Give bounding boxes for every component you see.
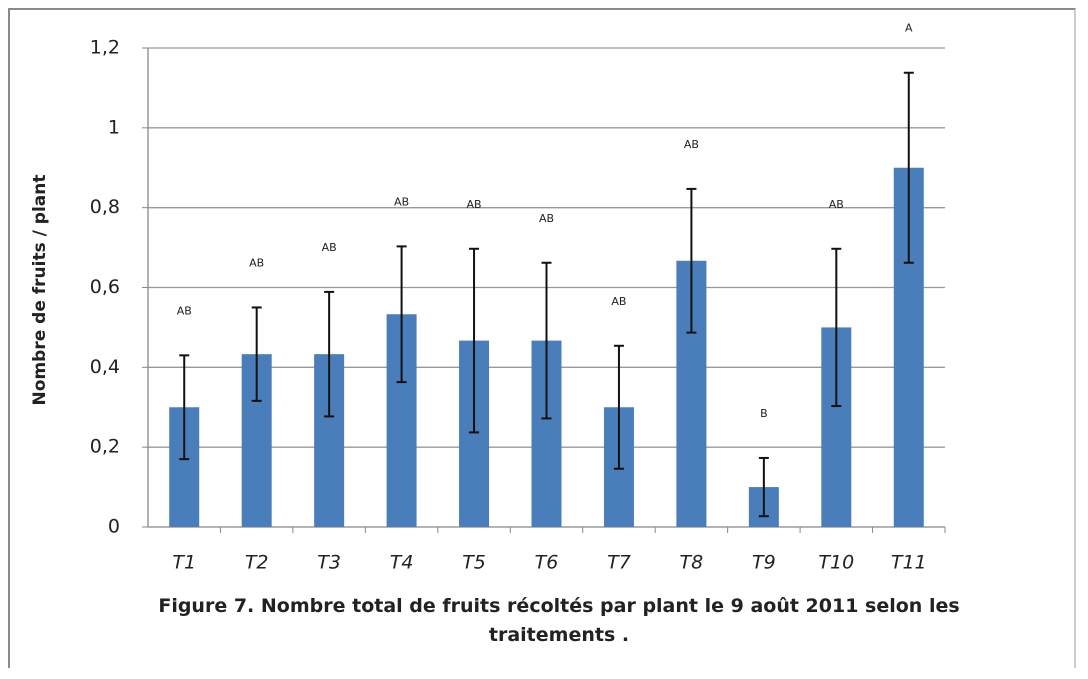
annotation: B (760, 407, 768, 420)
error-bar (758, 456, 769, 518)
annotation: AB (322, 241, 337, 254)
annotation: AB (829, 198, 844, 211)
error-bar (903, 71, 914, 264)
annotation: AB (539, 212, 554, 225)
x-tick-label: T6 (535, 552, 559, 574)
y-tick-label: 1 (108, 116, 120, 138)
x-tick-label: T10 (818, 552, 854, 574)
y-tick-label: 0,2 (90, 436, 120, 458)
x-tick-label: T2 (245, 552, 269, 574)
error-bar (179, 354, 190, 461)
error-bar (396, 245, 407, 384)
error-bar (324, 290, 335, 418)
x-tick-label: T9 (752, 552, 776, 574)
x-tick-label: T8 (680, 552, 704, 574)
chart-title: Figure 7. Nombre total de fruits récolté… (158, 595, 960, 646)
frame (8, 8, 1076, 668)
x-tick-label: T1 (172, 552, 196, 574)
error-bar (469, 247, 480, 434)
x-tick-label: T7 (607, 552, 631, 574)
y-tick-label: 0,8 (90, 196, 120, 218)
annotation: AB (394, 195, 409, 208)
annotation: AB (249, 256, 264, 269)
x-tick-label: T3 (317, 552, 341, 574)
error-bar (686, 187, 697, 334)
annotation: AB (684, 138, 699, 151)
error-bar (251, 306, 262, 402)
y-tick-label: 1,2 (90, 37, 120, 59)
error-bar (831, 247, 842, 408)
y-tick-label: 0 (108, 516, 120, 538)
annotation: A (905, 22, 913, 35)
y-tick-label: 0,6 (90, 276, 120, 298)
error-bar (613, 344, 624, 470)
x-tick-label: T5 (462, 552, 486, 574)
x-tick-label: T11 (891, 552, 927, 574)
annotation: AB (467, 198, 482, 211)
y-tick-label: 0,4 (90, 356, 120, 378)
x-tick-label: T4 (390, 552, 414, 574)
annotation: AB (611, 295, 626, 308)
annotation: AB (177, 304, 192, 317)
y-axis-label: Nombre de fruits / plant (30, 175, 50, 406)
error-bar (541, 261, 552, 420)
